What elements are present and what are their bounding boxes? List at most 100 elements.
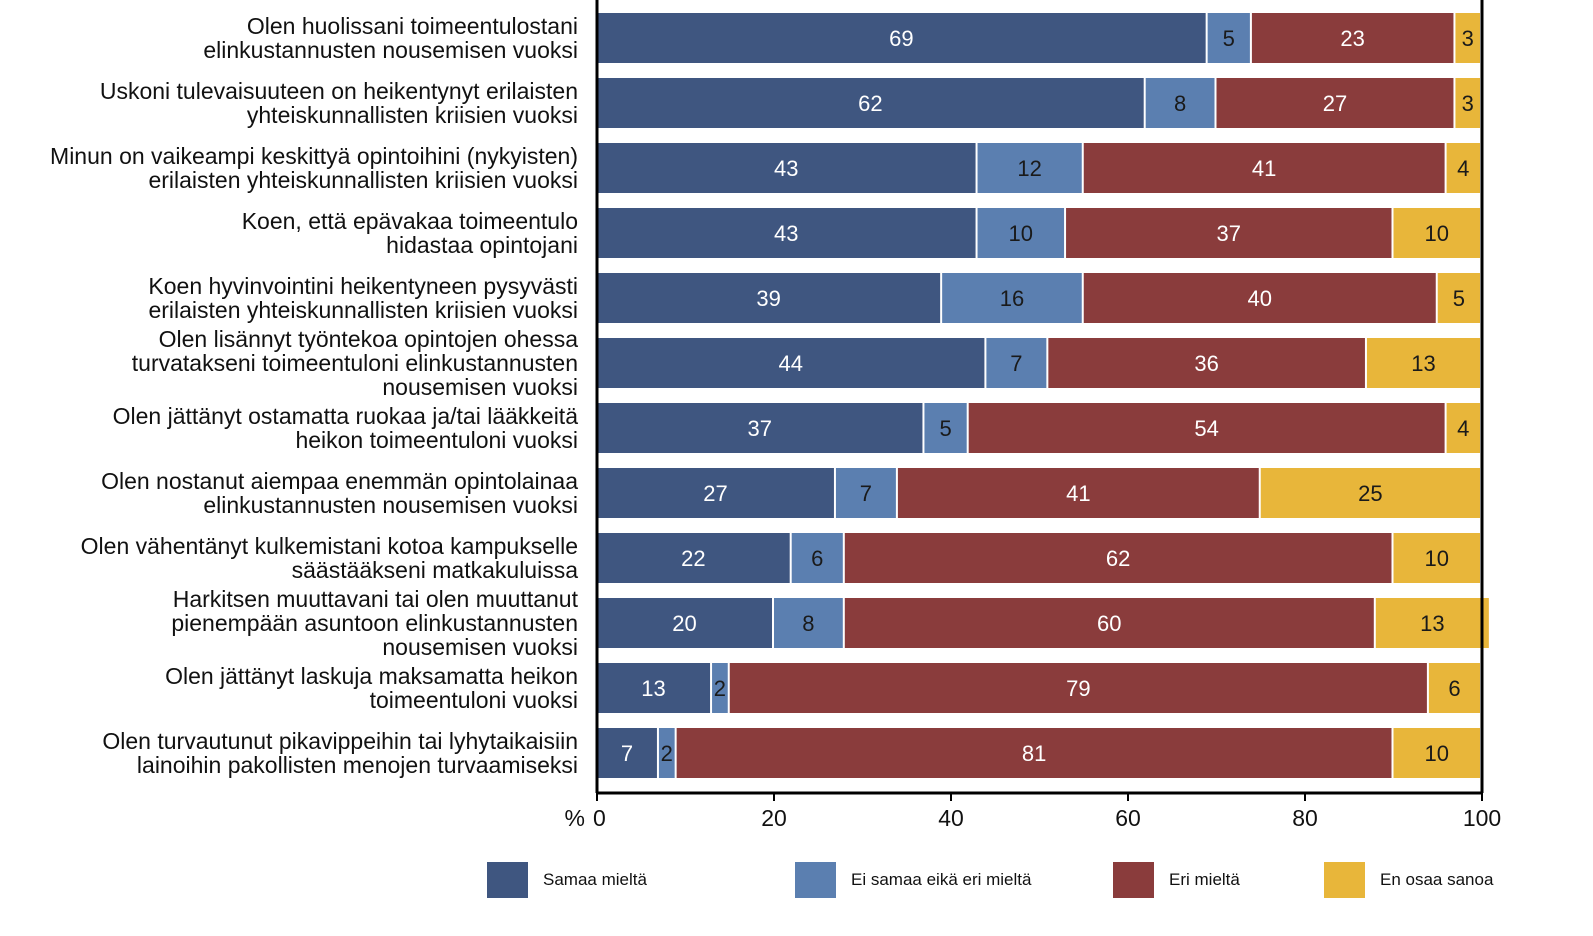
- bar-value-label: 10: [1425, 741, 1449, 766]
- bar-value-label: 16: [1000, 286, 1024, 311]
- bar-segment: [597, 338, 985, 388]
- bar-segment: [597, 598, 772, 648]
- bar-value-label: 23: [1340, 26, 1364, 51]
- bar-value-label: 81: [1022, 741, 1046, 766]
- bar-segment: [1446, 403, 1480, 453]
- category-label: Koen hyvinvointini heikentyneen pysyväst…: [148, 273, 578, 323]
- category-label: Olen huolissani toimeentulostani elinkust…: [203, 13, 578, 63]
- category-label-line: Koen, että epävakaa toimeentulo: [242, 208, 578, 234]
- bar-segment: [597, 533, 790, 583]
- category-label-line: lainoihin pakollisten menojen turvaamise…: [137, 752, 578, 778]
- category-label-line: erilaisten yhteiskunnallisten kriisien v…: [148, 297, 578, 323]
- bar-value-label: 41: [1252, 156, 1276, 181]
- bar-segment: [1251, 13, 1454, 63]
- bar-value-label: 7: [860, 481, 872, 506]
- bar-value-label: 5: [1453, 286, 1465, 311]
- bar-value-label: 13: [641, 676, 665, 701]
- category-label-line: nousemisen vuoksi: [382, 634, 578, 660]
- category-label: Harkitsen muuttavani tai olen muuttanut p…: [171, 586, 578, 660]
- category-label-line: turvatakseni toimeentuloni elinkustannus…: [132, 350, 578, 376]
- category-label: Olen turvautunut pikavippeihin tai lyhyt…: [102, 728, 578, 778]
- x-axis-ticks: 0 20 40 60 80 100: [593, 793, 1501, 831]
- category-label: Minun on vaikeampi keskittyä opintoihini…: [50, 143, 578, 193]
- bar-value-label: 41: [1066, 481, 1090, 506]
- category-label-line: Olen nostanut aiempaa enemmän opintolain…: [101, 468, 578, 494]
- bar-segment: [658, 728, 675, 778]
- bar-segment: [977, 208, 1065, 258]
- bar-value-label: 22: [681, 546, 705, 571]
- legend-label: Samaa mieltä: [543, 870, 647, 889]
- axis-layer: %: [565, 0, 1484, 831]
- bar-segment: [1366, 338, 1480, 388]
- bar-segment: [1393, 728, 1480, 778]
- bar-segment: [597, 273, 941, 323]
- category-label-line: Olen vähentänyt kulkemistani kotoa kampu…: [81, 533, 578, 559]
- bar-segment: [1375, 598, 1489, 648]
- bar-segment: [1455, 13, 1480, 63]
- bar-segment: [1260, 468, 1480, 518]
- category-label-line: erilaisten yhteiskunnallisten kriisien v…: [148, 167, 578, 193]
- bar-segment: [844, 598, 1374, 648]
- category-label-line: Uskoni tulevaisuuteen on heikentynyt eri…: [100, 78, 578, 104]
- bar-value-label: 40: [1248, 286, 1272, 311]
- category-label: Olen jättänyt ostamatta ruokaa ja/tai lä…: [113, 403, 579, 453]
- bar-value-label: 20: [672, 611, 696, 636]
- bar-segment: [977, 143, 1082, 193]
- bar-value-label: 43: [774, 156, 798, 181]
- bar-value-label: 62: [858, 91, 882, 116]
- x-tick-label: 40: [938, 805, 964, 831]
- x-tick-label: 20: [761, 805, 787, 831]
- category-labels: Olen huolissani toimeentulostani elinkust…: [50, 13, 579, 778]
- bar-value-label: 5: [939, 416, 951, 441]
- legend-label: Ei samaa eikä eri mieltä: [851, 870, 1032, 889]
- bar-value-label: 39: [756, 286, 780, 311]
- category-label-line: yhteiskunnallisten kriisien vuoksi: [247, 102, 578, 128]
- category-label-line: Olen turvautunut pikavippeihin tai lyhyt…: [102, 728, 578, 754]
- bar-segment: [597, 403, 923, 453]
- bar-segment: [924, 403, 967, 453]
- bar-value-label: 60: [1097, 611, 1121, 636]
- bar-segment: [1393, 533, 1480, 583]
- bar-segment: [1083, 143, 1445, 193]
- category-label-line: pienempään asuntoon elinkustannusten: [171, 610, 578, 636]
- legend-swatch: [1113, 862, 1154, 898]
- bar-segment: [1066, 208, 1392, 258]
- bar-value-label: 37: [747, 416, 771, 441]
- category-label-line: hidastaa opintojani: [386, 232, 578, 258]
- bar-segment: [986, 338, 1047, 388]
- bar-segment: [791, 533, 843, 583]
- bar-segment: [835, 468, 896, 518]
- category-label: Olen nostanut aiempaa enemmän opintolain…: [101, 468, 578, 518]
- bar-segment: [597, 143, 976, 193]
- bar-segment: [597, 468, 834, 518]
- category-label-line: Olen lisännyt työntekoa opintojen ohessa: [159, 326, 579, 352]
- legend-swatch: [795, 862, 836, 898]
- bar-value-label: 4: [1457, 416, 1469, 441]
- category-label-line: Olen jättänyt laskuja maksamatta heikon: [165, 663, 578, 689]
- bar-segment: [1393, 208, 1480, 258]
- bar-value-label: 7: [1010, 351, 1022, 376]
- bar-value-label: 7: [621, 741, 633, 766]
- category-label-line: elinkustannusten nousemisen vuoksi: [203, 37, 578, 63]
- x-tick-label: 100: [1463, 805, 1501, 831]
- bar-value-label: 5: [1223, 26, 1235, 51]
- x-tick-label: 0: [593, 805, 606, 831]
- bar-segment: [1216, 78, 1454, 128]
- legend-swatch: [1324, 862, 1365, 898]
- bar-segment: [597, 728, 657, 778]
- category-label-line: toimeentuloni vuoksi: [370, 687, 578, 713]
- legend: Samaa mieltä Ei samaa eikä eri mieltä Eri …: [487, 862, 1494, 898]
- bar-value-label: 37: [1217, 221, 1241, 246]
- category-label: Olen lisännyt työntekoa opintojen ohessa…: [132, 326, 578, 400]
- bar-segment: [597, 208, 976, 258]
- bar-segment: [597, 78, 1144, 128]
- bar-segment: [597, 13, 1206, 63]
- bar-value-label: 79: [1066, 676, 1090, 701]
- bar-segment: [1428, 663, 1480, 713]
- bar-segment: [968, 403, 1445, 453]
- category-label-line: Koen hyvinvointini heikentyneen pysyväst…: [148, 273, 578, 299]
- legend-label: En osaa sanoa: [1380, 870, 1494, 889]
- bar-value-label: 8: [802, 611, 814, 636]
- legend-label: Eri mieltä: [1169, 870, 1240, 889]
- bar-value-label: 27: [703, 481, 727, 506]
